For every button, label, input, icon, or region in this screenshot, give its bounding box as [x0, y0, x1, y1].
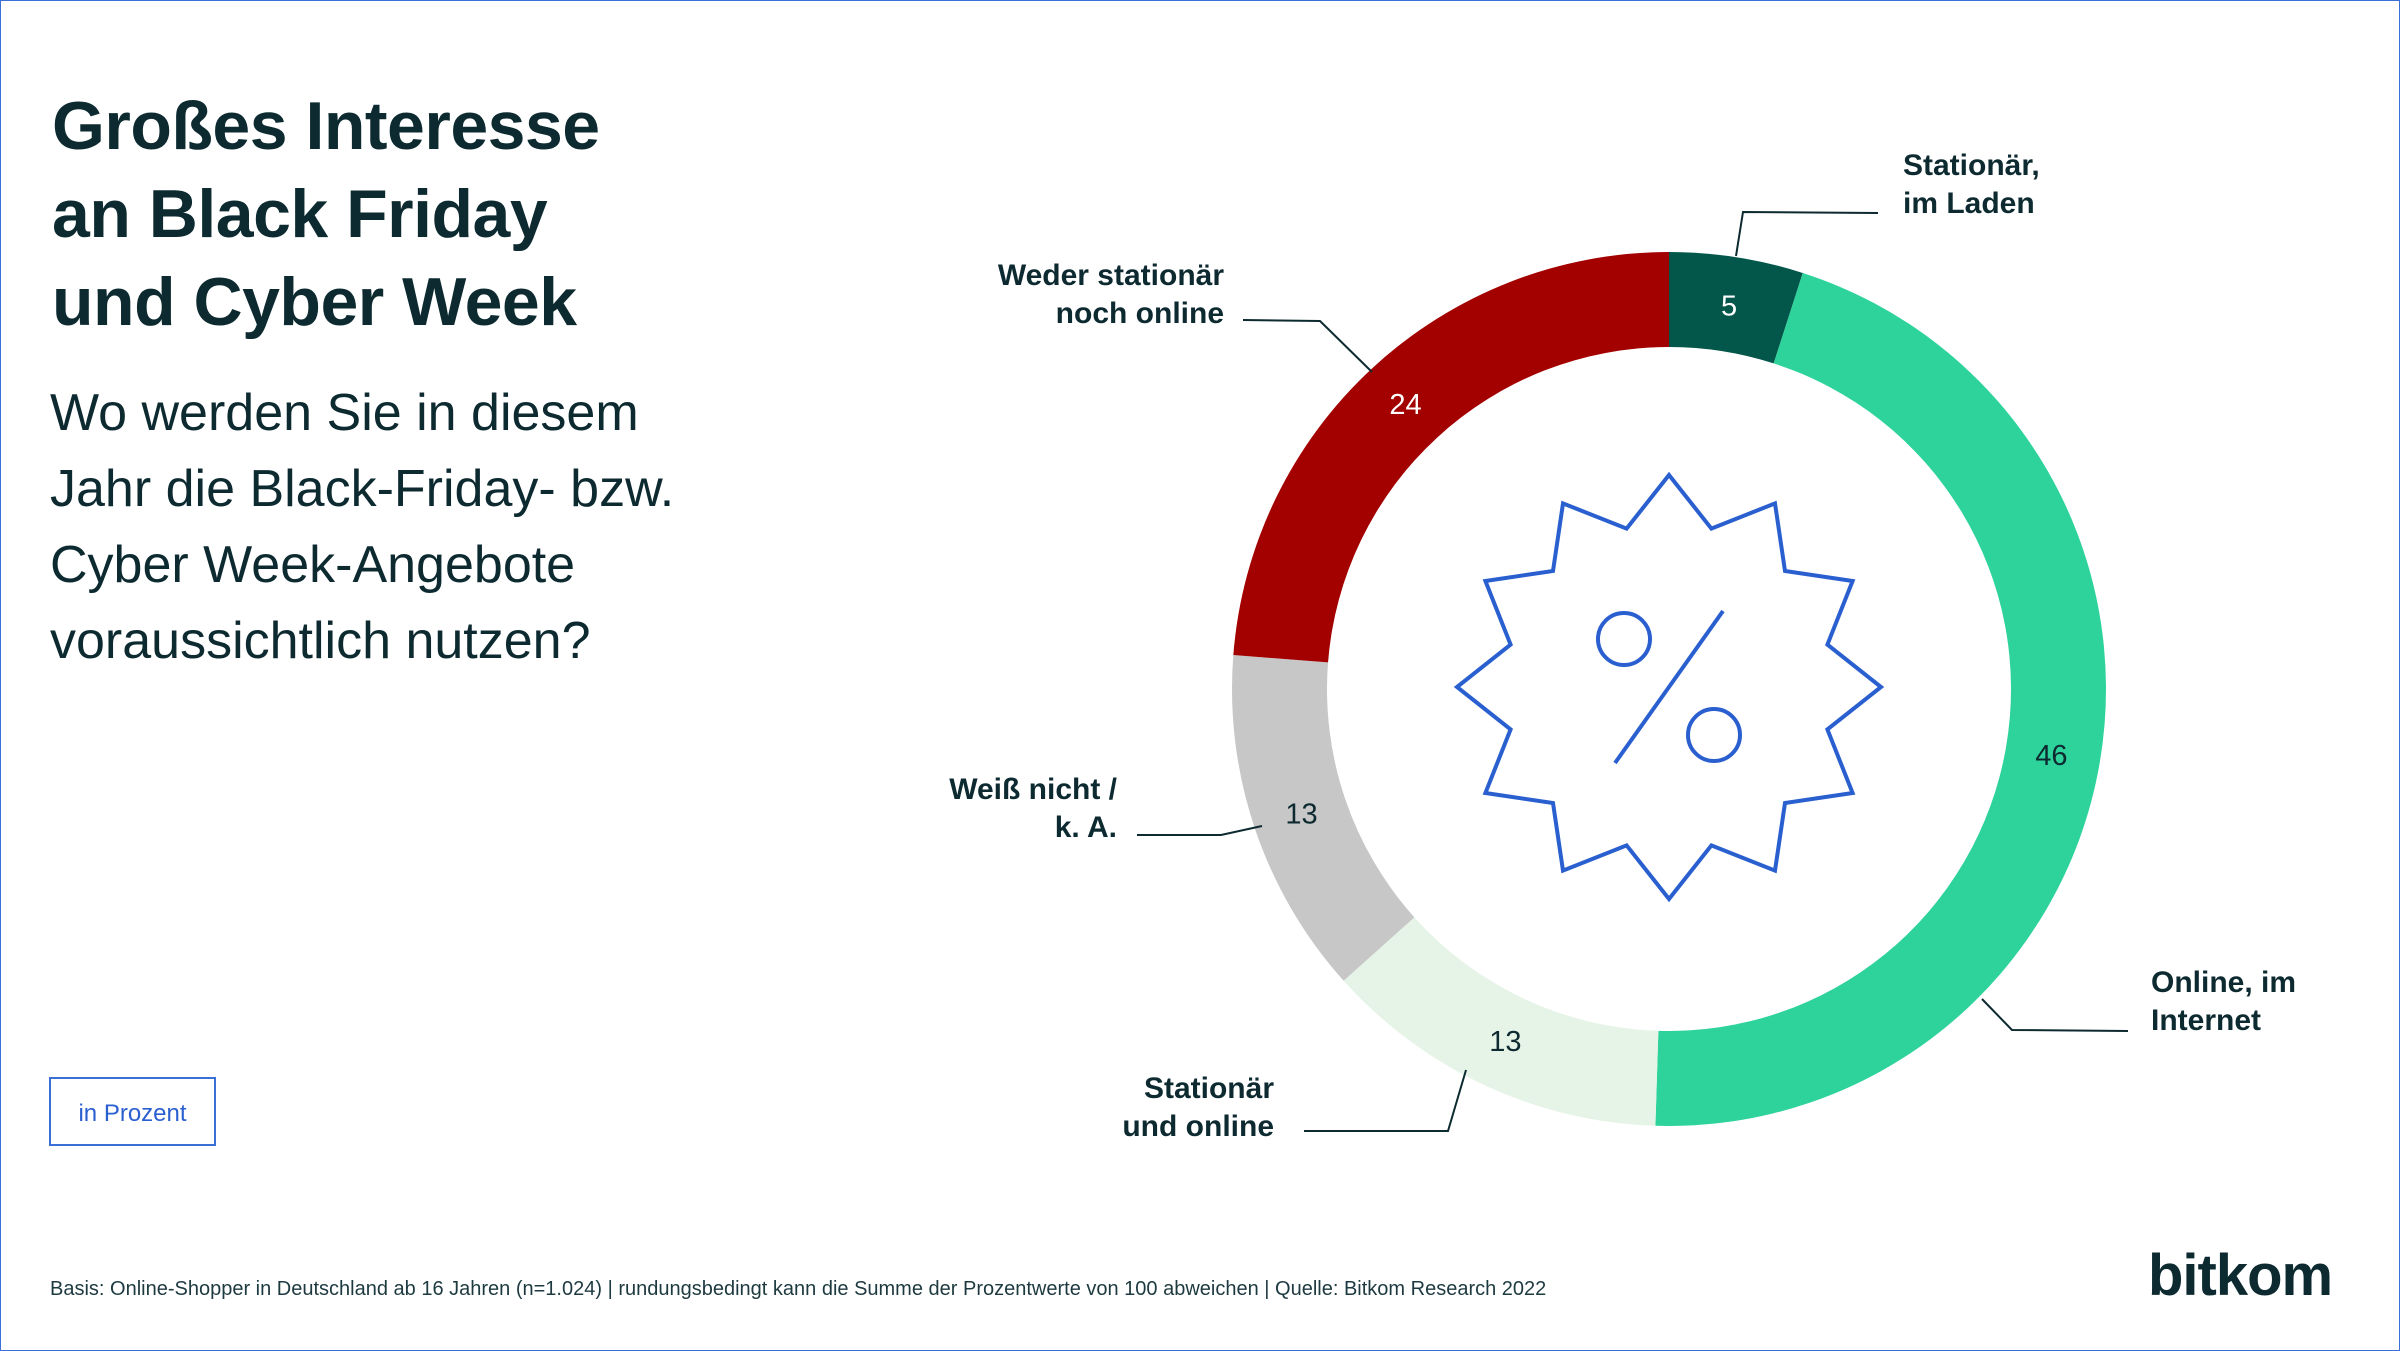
donut-slices — [1232, 252, 2106, 1126]
slice-category-label: Online, im Internet — [2151, 966, 2296, 1037]
value-labels: 5 46 13 13 24 — [1285, 291, 2067, 1058]
percent-badge-icon — [1453, 471, 1885, 903]
percent-dot-top — [1596, 611, 1652, 667]
question-line: Jahr die Black-Friday- bzw. — [50, 460, 675, 518]
slice-label-line: Internet — [2151, 1004, 2261, 1037]
slice-labels: Stationär, im Laden Online, im Internet Stat… — [949, 149, 2296, 1143]
slice-label-line: k. A. — [1055, 811, 1117, 844]
slice-value-label: 5 — [1721, 291, 1737, 323]
slice-label-line: im Laden — [1903, 187, 2035, 220]
donut-slice — [1232, 655, 1415, 981]
slice-value-label: 24 — [1389, 389, 1421, 421]
leader-line — [1735, 210, 1879, 257]
donut-slice — [1669, 252, 1803, 364]
slice-value-label: 13 — [1489, 1026, 1521, 1058]
slice-label-line: Weiß nicht / — [949, 773, 1117, 806]
slice-label-line: Weder stationär — [998, 259, 1224, 292]
slice-category-label: Weder stationär noch online — [998, 259, 1224, 330]
slice-label-line: und online — [1122, 1110, 1274, 1143]
unit-label: in Prozent — [49, 1077, 216, 1146]
slice-value-label: 46 — [2035, 740, 2067, 772]
source-footnote: Basis: Online-Shopper in Deutschland ab … — [50, 1278, 1547, 1300]
slice-category-label: Weiß nicht / k. A. — [949, 773, 1117, 844]
slice-category-label: Stationär, im Laden — [1903, 149, 2040, 220]
chart-title: Großes Interesse an Black Friday und Cyb… — [52, 82, 752, 346]
leader-line — [1137, 825, 1263, 836]
slice-category-label: Stationär und online — [1122, 1072, 1274, 1143]
survey-question: Wo werden Sie in diesem Jahr die Black-F… — [50, 375, 810, 679]
leader-line — [1304, 1069, 1467, 1132]
title-line: an Black Friday — [52, 176, 548, 252]
percent-dot-bottom — [1686, 707, 1742, 763]
donut-slice — [1233, 252, 1669, 663]
donut-slice — [1655, 272, 2106, 1126]
title-line: und Cyber Week — [52, 264, 577, 340]
leader-line — [1981, 998, 2129, 1032]
question-line: Wo werden Sie in diesem — [50, 384, 639, 442]
question-line: voraussichtlich nutzen? — [50, 612, 591, 670]
leader-line — [1242, 319, 1373, 373]
question-line: Cyber Week-Angebote — [50, 536, 576, 594]
badge-star-shape — [1453, 471, 1885, 903]
slice-label-line: noch online — [1056, 297, 1224, 330]
slice-label-line: Stationär, — [1903, 149, 2040, 182]
bitkom-logo: bitkom — [2148, 1243, 2333, 1308]
title-line: Großes Interesse — [52, 88, 600, 164]
slice-label-line: Stationär — [1144, 1072, 1274, 1105]
percent-slash — [1613, 609, 1725, 765]
leader-lines — [1137, 210, 2129, 1132]
slice-value-label: 13 — [1285, 798, 1317, 830]
slice-label-line: Online, im — [2151, 966, 2296, 999]
donut-slice — [1343, 917, 1659, 1126]
